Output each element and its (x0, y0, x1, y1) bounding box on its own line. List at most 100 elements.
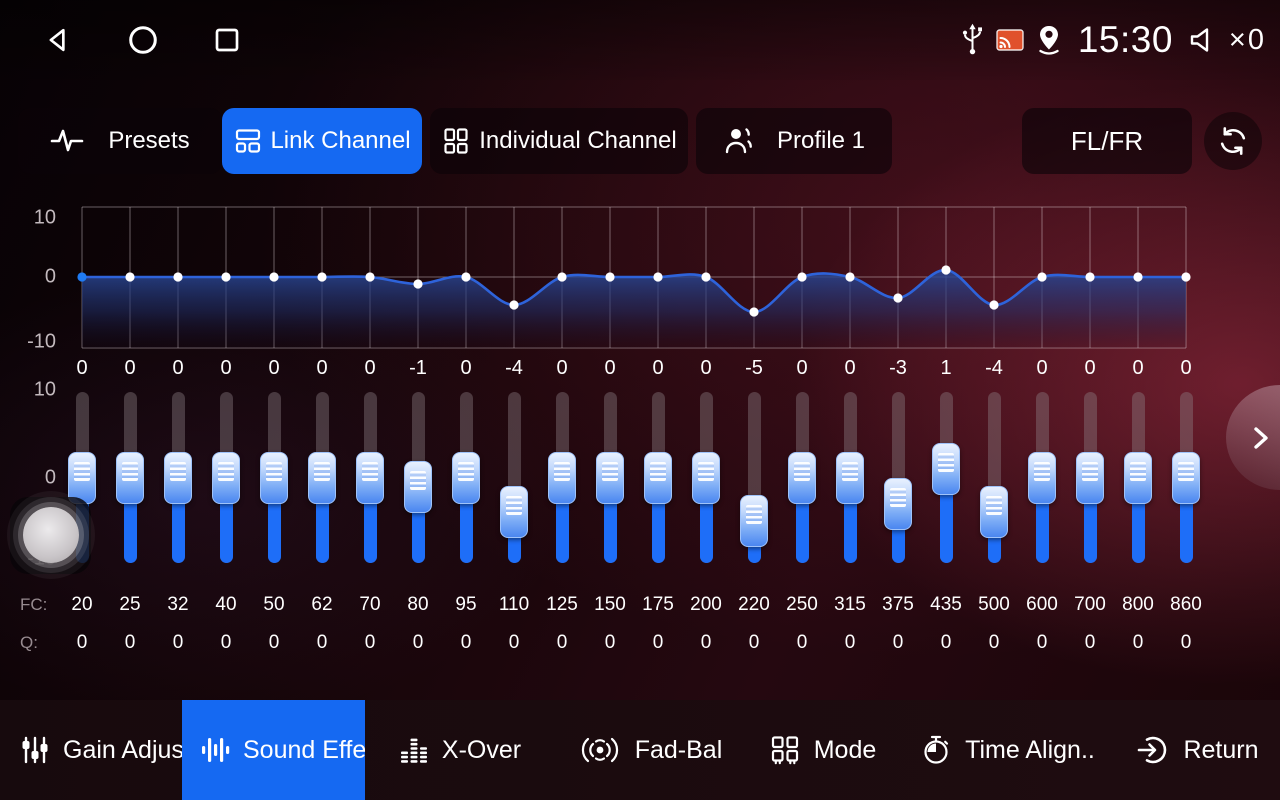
band-gain-value: 0 (796, 357, 808, 379)
bottomnav-item-mode[interactable]: Mode (745, 700, 900, 800)
eq-band-slider[interactable] (682, 392, 730, 563)
slider-thumb[interactable] (452, 452, 480, 504)
slider-thumb[interactable] (836, 452, 864, 504)
slider-thumb[interactable] (932, 443, 960, 496)
eq-band-slider[interactable] (1018, 392, 1066, 563)
slider-thumb[interactable] (1076, 452, 1104, 504)
band-gain-value: -4 (505, 357, 523, 379)
slider-thumb[interactable] (1172, 452, 1200, 504)
bottomnav-item-x-over[interactable]: X-Over (365, 700, 555, 800)
bottomnav-label: Time Align.. (965, 735, 1095, 764)
eq-band-slider[interactable] (826, 392, 874, 563)
thumb-grip (842, 462, 858, 481)
eq-band-slider[interactable] (874, 392, 922, 563)
band-q-value: 0 (844, 632, 856, 653)
eq-band-slider[interactable] (250, 392, 298, 563)
eq-band-slider[interactable] (394, 392, 442, 563)
eq-band-slider[interactable] (442, 392, 490, 563)
fad-bal-icon (578, 734, 622, 766)
slider-thumb[interactable] (500, 486, 528, 539)
band-gain-value: 0 (700, 357, 712, 379)
slider-thumb[interactable] (212, 452, 240, 504)
slider-thumb[interactable] (164, 452, 192, 504)
volume-level: ×0 (1228, 23, 1266, 56)
curve-point (1085, 272, 1095, 282)
band-gain-value: -5 (745, 357, 763, 379)
band-fc-value: 50 (263, 594, 285, 615)
thumb-grip (986, 496, 1002, 516)
eq-band-slider[interactable] (538, 392, 586, 563)
band-fc-value: 250 (786, 594, 818, 615)
band-gain-value: 0 (268, 357, 280, 379)
band-gain-value: 0 (364, 357, 376, 379)
tab-presets[interactable]: Presets (18, 108, 222, 174)
thumb-grip (698, 462, 714, 481)
band-q-value: 0 (604, 632, 616, 653)
slider-thumb[interactable] (644, 452, 672, 504)
reset-refresh-button[interactable] (1204, 112, 1262, 170)
eq-band-slider[interactable] (1114, 392, 1162, 563)
band-q-value: 0 (76, 632, 88, 653)
band-fc-value: 175 (642, 594, 674, 615)
eq-band-slider[interactable] (346, 392, 394, 563)
bottomnav-item-fad-bal[interactable]: Fad-Bal (555, 700, 745, 800)
back-icon[interactable] (42, 24, 74, 56)
curve-point (557, 272, 567, 282)
eq-band-slider[interactable] (730, 392, 778, 563)
slider-thumb[interactable] (740, 495, 768, 547)
slider-thumb[interactable] (68, 452, 96, 504)
slider-thumb[interactable] (404, 460, 432, 513)
eq-band-slider[interactable] (778, 392, 826, 563)
tab-individual-channel[interactable]: Individual Channel (430, 108, 688, 174)
eq-band-slider[interactable] (922, 392, 970, 563)
eq-band-slider[interactable] (1162, 392, 1210, 563)
bottomnav-item-time-align[interactable]: Time Align.. (900, 700, 1115, 800)
eq-band-slider[interactable] (634, 392, 682, 563)
channel-select-button[interactable]: FL/FR (1022, 108, 1192, 174)
eq-band-slider[interactable] (490, 392, 538, 563)
slider-thumb[interactable] (884, 477, 912, 530)
recents-icon[interactable] (212, 25, 242, 55)
band-gain-value: 0 (124, 357, 136, 379)
slider-thumb[interactable] (548, 452, 576, 504)
bottomnav-label: Sound Effect (243, 735, 365, 764)
band-fc-value: 220 (738, 594, 770, 615)
slider-thumb[interactable] (356, 452, 384, 504)
band-q-value: 0 (364, 632, 376, 653)
status-bar: 15:30 ×0 (0, 0, 1280, 80)
tab-link-channel[interactable]: Link Channel (222, 108, 422, 174)
band-fc-value: 800 (1122, 594, 1154, 615)
expand-panel-button[interactable] (1226, 385, 1280, 490)
slider-thumb[interactable] (116, 452, 144, 504)
slider-thumb[interactable] (692, 452, 720, 504)
volume-knob[interactable] (22, 506, 79, 563)
eq-band-slider[interactable] (586, 392, 634, 563)
eq-band-slider[interactable] (202, 392, 250, 563)
eq-band-slider[interactable] (1066, 392, 1114, 563)
bottomnav-item-return[interactable]: Return (1115, 700, 1280, 800)
band-fc-value: 110 (498, 594, 530, 615)
eq-band-slider[interactable] (154, 392, 202, 563)
home-icon[interactable] (126, 23, 160, 57)
slider-thumb[interactable] (980, 486, 1008, 539)
tab-profile[interactable]: Profile 1 (696, 108, 892, 174)
curve-point (845, 272, 855, 282)
slider-thumb[interactable] (1028, 452, 1056, 504)
eq-band-slider[interactable] (970, 392, 1018, 563)
slider-thumb[interactable] (788, 452, 816, 504)
eq-band-slider[interactable] (298, 392, 346, 563)
band-gain-value: 0 (652, 357, 664, 379)
slider-thumb[interactable] (596, 452, 624, 504)
thumb-grip (1082, 462, 1098, 481)
volume-knob-overlay[interactable] (10, 497, 91, 574)
bottomnav-item-gain-adjust[interactable]: Gain Adjus.. (0, 700, 182, 800)
slider-thumb[interactable] (308, 452, 336, 504)
slider-thumb[interactable] (1124, 452, 1152, 504)
curve-point (797, 272, 807, 282)
band-fc-value: 25 (119, 594, 141, 615)
slider-thumb[interactable] (260, 452, 288, 504)
eq-band-slider[interactable] (106, 392, 154, 563)
bottomnav-item-sound-effect[interactable]: Sound Effect (182, 700, 365, 800)
clock: 15:30 (1077, 19, 1173, 60)
